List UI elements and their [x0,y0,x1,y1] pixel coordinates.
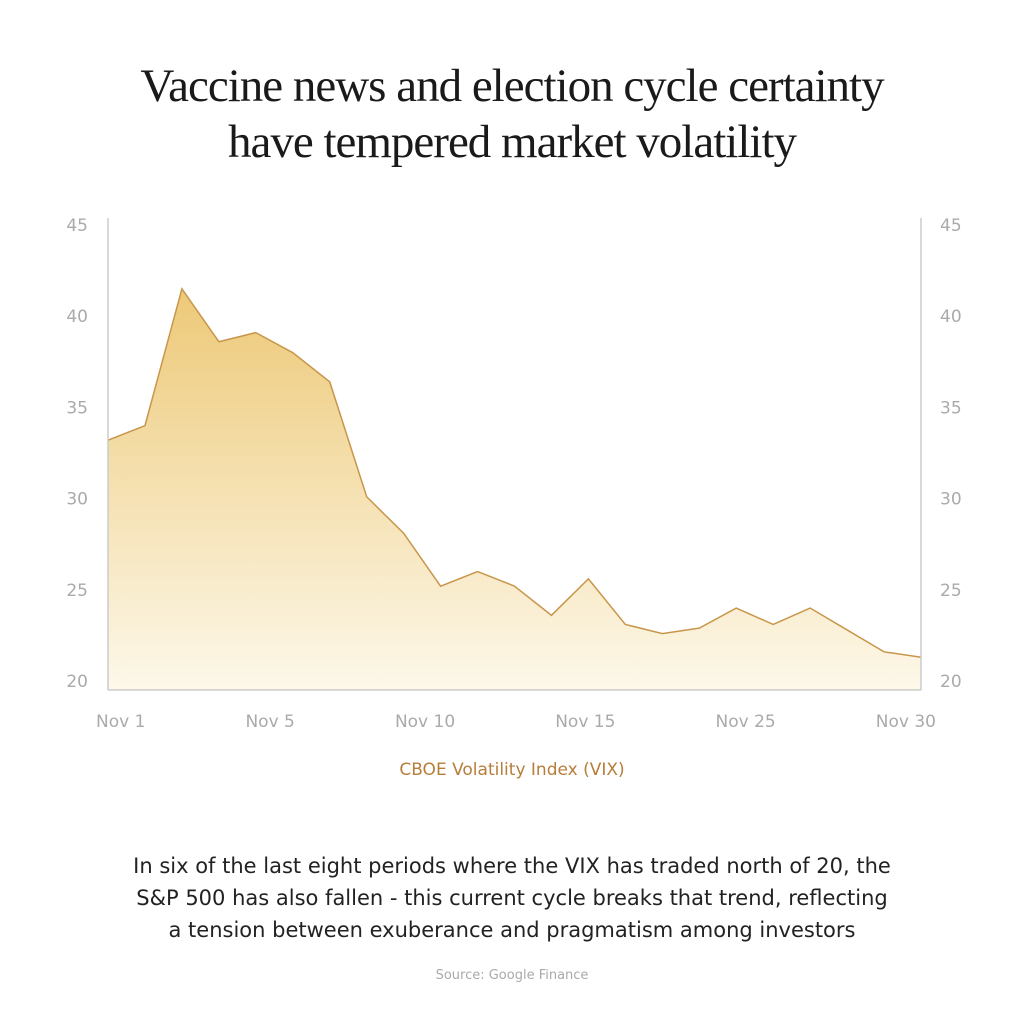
y-tick-label-left: 40 [66,307,88,327]
x-tick-label: Nov 5 [245,712,295,732]
y-tick-label-left: 45 [66,216,88,236]
x-axis-labels: Nov 1 Nov 5 Nov 10 Nov 15 Nov 25 Nov 30 [96,712,936,732]
series-label: CBOE Volatility Index (VIX) [399,760,625,780]
y-tick-label-left: 30 [66,490,88,510]
title-line-1: Vaccine news and election cycle certaint… [140,60,884,112]
y-tick-label-right: 40 [940,307,962,327]
y-tick-label-right: 35 [940,398,962,418]
caption-line: S&P 500 has also fallen - this current c… [136,886,888,910]
y-tick-label-right: 30 [940,490,962,510]
y-tick-label-left: 20 [66,672,88,692]
title-line-2: have tempered market volatility [227,116,797,168]
x-tick-label: Nov 10 [394,712,456,732]
y-tick-label-left: 35 [66,398,88,418]
y-tick-label-left: 25 [66,581,88,601]
caption: In six of the last eight periods where t… [40,850,984,946]
x-tick-label: Nov 25 [715,712,776,732]
chart-title: Vaccine news and election cycle certaint… [0,58,1024,170]
y-tick-label-right: 20 [940,672,962,692]
area-fill [108,288,921,690]
vix-area-chart: 20 20 25 25 30 30 35 35 40 40 45 45 [66,216,962,692]
caption-line: a tension between exuberance and pragmat… [168,918,856,942]
x-tick-label: Nov 1 [96,712,146,732]
x-tick-label: Nov 15 [555,712,616,732]
x-tick-label: Nov 30 [875,712,936,732]
source-note: Source: Google Finance [435,968,589,983]
y-tick-label-right: 25 [940,581,962,601]
caption-line: In six of the last eight periods where t… [133,854,891,878]
y-tick-label-right: 45 [940,216,962,236]
